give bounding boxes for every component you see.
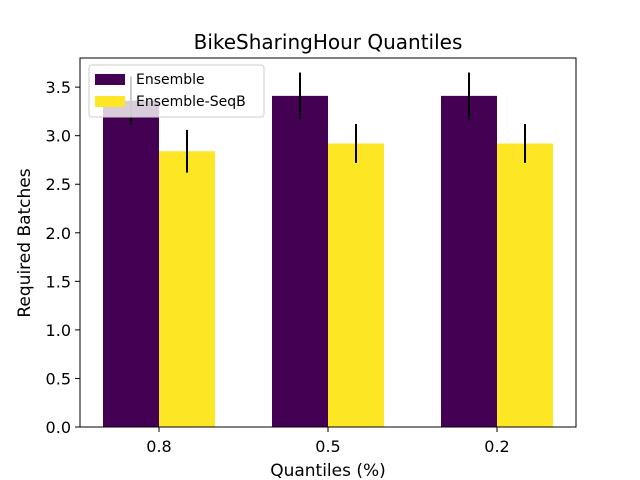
- legend-box: [88, 64, 265, 118]
- bar-ensemble-0.2: [441, 95, 497, 427]
- bar-ensemble-seqb-0.2: [497, 143, 553, 427]
- bar-ensemble-0.8: [103, 100, 159, 427]
- x-axis-label: Quantiles (%): [270, 461, 386, 480]
- plot-area: 0.0 0.5 1.0 1.5 2.0 2.5 3.0 3.5 0.8 0.5 0.2: [46, 57, 577, 456]
- legend-label-ensemble: Ensemble: [136, 72, 205, 88]
- y-tick-label: 2.5: [46, 175, 71, 194]
- bar-ensemble-seqb-0.8: [159, 151, 215, 427]
- bar-ensemble-0.5: [272, 95, 328, 427]
- y-tick-label: 3.5: [46, 78, 71, 97]
- y-axis-label: Required Batches: [15, 168, 35, 317]
- legend-swatch-ensemble-seqb: [95, 96, 125, 107]
- legend-swatch-ensemble: [95, 74, 125, 85]
- bar-ensemble-seqb-0.5: [328, 143, 384, 427]
- chart-title: BikeSharingHour Quantiles: [194, 30, 463, 54]
- y-tick-label: 3.0: [46, 127, 71, 146]
- x-tick-label: 0.2: [484, 437, 509, 456]
- y-tick-label: 0.5: [46, 369, 71, 388]
- x-tick-label: 0.8: [146, 437, 171, 456]
- y-tick-label: 1.5: [46, 272, 71, 291]
- y-tick-label: 1.0: [46, 321, 71, 340]
- legend-label-ensemble-seqb: Ensemble-SeqB: [136, 94, 246, 110]
- y-tick-label: 0.0: [46, 418, 71, 437]
- legend: Ensemble Ensemble-SeqB: [88, 64, 265, 118]
- y-tick-label: 2.0: [46, 224, 71, 243]
- x-tick-label: 0.5: [315, 437, 340, 456]
